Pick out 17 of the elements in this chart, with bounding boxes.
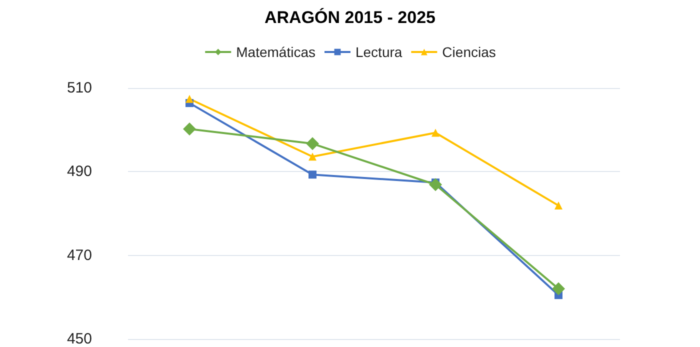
point xyxy=(432,128,440,137)
legend-label: Ciencias xyxy=(442,44,496,60)
point xyxy=(186,94,194,103)
point xyxy=(308,170,316,179)
point xyxy=(183,122,196,136)
point xyxy=(429,178,442,192)
chart-title: ARAGÓN 2015 - 2025 xyxy=(264,7,436,27)
legend-label: Lectura xyxy=(355,44,402,60)
point xyxy=(308,152,316,161)
y-tick-label: 470 xyxy=(66,246,92,264)
y-tick-label: 490 xyxy=(66,163,92,180)
y-tick-label: 450 xyxy=(66,330,92,347)
point xyxy=(552,282,565,296)
point xyxy=(306,137,319,150)
legend-label: Matemáticas xyxy=(236,44,316,60)
point xyxy=(554,202,562,210)
y-tick-label: 510 xyxy=(66,80,92,96)
